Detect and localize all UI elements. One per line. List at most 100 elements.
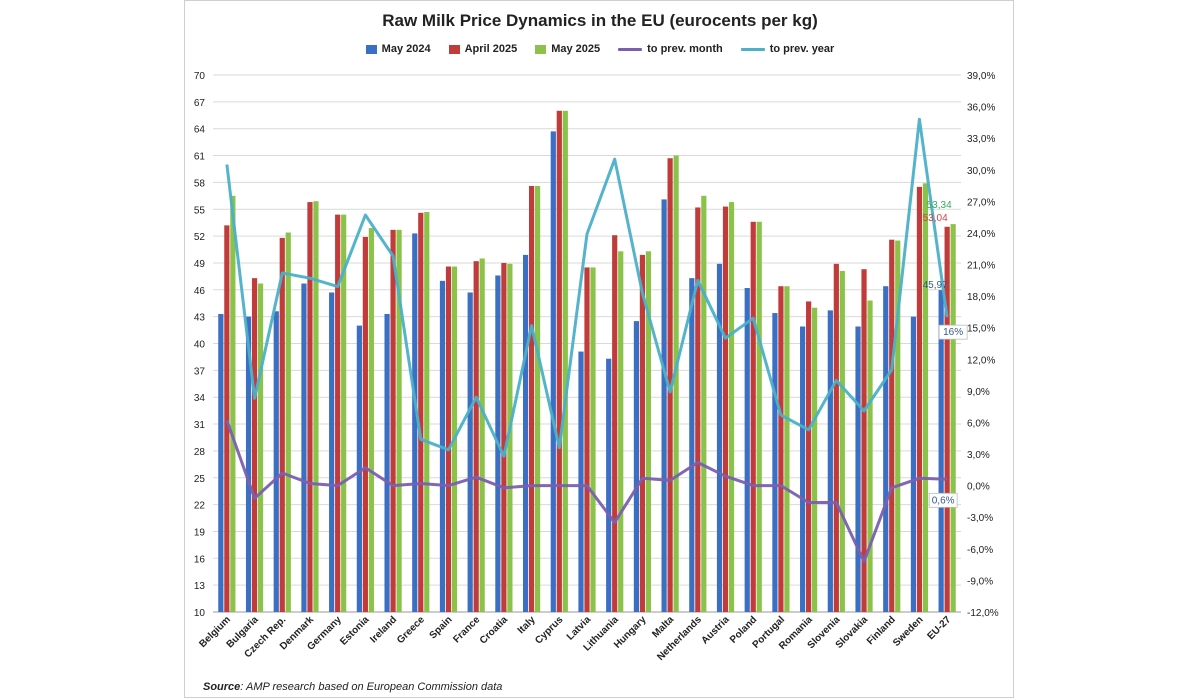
bar-april-2025 <box>279 237 285 612</box>
category-label: Malta <box>650 614 676 640</box>
category-label: Croatia <box>478 614 510 646</box>
bar-may-2024 <box>329 292 335 612</box>
bar-may-2025 <box>313 201 319 612</box>
chart-title: Raw Milk Price Dynamics in the EU (euroc… <box>382 11 818 30</box>
bar-april-2025 <box>445 266 452 612</box>
legend-label: April 2025 <box>464 43 518 55</box>
bar-may-2024 <box>245 316 252 612</box>
bar-may-2025 <box>701 195 707 612</box>
bar-april-2025 <box>833 263 839 612</box>
bar-may-2025 <box>784 286 790 612</box>
category-label: France <box>451 614 482 645</box>
legend-label: May 2025 <box>551 43 601 55</box>
legend-item-april-2025: April 2025 <box>448 43 518 55</box>
bar-may-2025 <box>341 214 347 612</box>
y2-tick-label: 36,0% <box>967 103 995 114</box>
legend-item-may-2025: May 2025 <box>535 43 600 55</box>
legend-label: to prev. month <box>647 43 723 55</box>
bar-may-2024 <box>606 358 612 612</box>
bar-may-2024 <box>661 199 667 612</box>
bar-april-2025 <box>556 110 562 613</box>
y-tick-label: 67 <box>194 98 206 109</box>
bar-may-2024 <box>384 313 390 612</box>
y2-tick-label: 24,0% <box>967 229 995 240</box>
category-label: Greece <box>395 614 427 646</box>
y2-tick-label: 3,0% <box>967 450 990 461</box>
y2-tick-label: 6,0% <box>967 418 990 429</box>
y2-tick-label: 15,0% <box>967 324 995 335</box>
bar-may-2024 <box>938 290 944 612</box>
legend-label: to prev. year <box>769 43 835 55</box>
bar-may-2024 <box>273 311 279 612</box>
y2-tick-label: 9,0% <box>967 387 990 398</box>
bar-april-2025 <box>639 254 646 612</box>
bar-may-2025 <box>534 185 541 613</box>
chart-frame: Raw Milk Price Dynamics in the EU (euroc… <box>184 0 1014 698</box>
y-tick-label: 43 <box>194 313 206 324</box>
bar-april-2025 <box>889 239 895 612</box>
y-tick-label: 16 <box>194 554 206 565</box>
category-label: Italy <box>516 614 538 636</box>
y-tick-label: 64 <box>194 125 206 136</box>
bar-may-2025 <box>479 258 485 612</box>
legend-swatch <box>448 44 460 54</box>
y-tick-label: 25 <box>194 474 206 485</box>
bar-may-2025 <box>562 110 568 613</box>
bar-may-2024 <box>716 263 723 612</box>
bar-may-2024 <box>301 283 307 612</box>
y-tick-label: 55 <box>194 205 206 216</box>
y-tick-label: 40 <box>194 340 206 351</box>
y-tick-label: 46 <box>194 286 206 297</box>
bar-april-2025 <box>501 262 507 612</box>
y2-tick-label: 39,0% <box>967 71 995 82</box>
y-tick-label: 52 <box>194 232 206 243</box>
bar-may-2024 <box>412 233 418 613</box>
bar-april-2025 <box>251 278 258 612</box>
annotation-label: 53,34 <box>927 200 952 211</box>
bar-may-2024 <box>689 278 695 612</box>
y2-tick-label: 12,0% <box>967 355 995 366</box>
y2-tick-label: -9,0% <box>967 576 993 587</box>
bar-april-2025 <box>806 301 812 612</box>
annotation-label: 45,97 <box>923 280 948 291</box>
bar-april-2025 <box>307 202 313 612</box>
bar-may-2024 <box>218 313 224 612</box>
y-tick-label: 49 <box>194 259 206 270</box>
bar-april-2025 <box>944 226 950 613</box>
bar-may-2024 <box>910 316 917 612</box>
category-label: EU-27 <box>925 614 953 642</box>
bar-april-2025 <box>528 185 535 613</box>
bar-april-2025 <box>473 261 479 612</box>
legend-item-to-prev-year: to prev. year <box>740 43 835 55</box>
y-tick-label: 31 <box>194 420 206 431</box>
line-to-prev-month <box>225 419 948 563</box>
legend-swatch <box>740 47 765 51</box>
y-tick-label: 34 <box>194 393 206 404</box>
source-label: Source <box>203 681 241 693</box>
bar-may-2025 <box>507 263 513 612</box>
bar-may-2025 <box>257 283 264 612</box>
bar-may-2024 <box>522 254 529 612</box>
bar-may-2024 <box>550 131 556 612</box>
legend-swatch <box>618 47 643 51</box>
y2-tick-label: 30,0% <box>967 166 995 177</box>
y-tick-label: 22 <box>194 501 206 512</box>
y-tick-label: 61 <box>194 152 206 163</box>
bar-april-2025 <box>584 267 590 612</box>
bar-april-2025 <box>750 221 756 612</box>
bar-april-2025 <box>861 269 867 612</box>
y-tick-label: 28 <box>194 447 206 458</box>
annotation-label: 53,04 <box>923 213 948 224</box>
y2-tick-label: 27,0% <box>967 197 995 208</box>
bar-may-2024 <box>883 286 889 612</box>
annotation-box <box>928 492 958 508</box>
bar-may-2025 <box>424 211 430 612</box>
bar-may-2024 <box>578 351 584 612</box>
annotation-label: 0,6% <box>932 495 955 506</box>
bar-may-2024 <box>827 310 833 612</box>
bar-may-2025 <box>590 267 596 612</box>
y2-tick-label: 0,0% <box>967 482 990 493</box>
category-label: Ireland <box>368 614 399 645</box>
bar-may-2024 <box>800 326 806 612</box>
bar-may-2025 <box>895 240 901 612</box>
